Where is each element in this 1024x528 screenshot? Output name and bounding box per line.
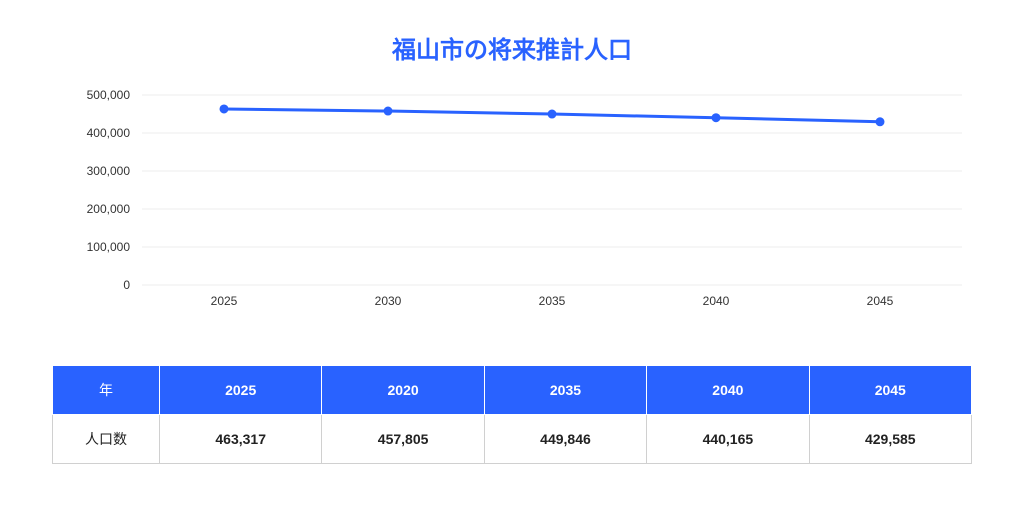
svg-text:500,000: 500,000 <box>87 88 131 102</box>
table-cell: 429,585 <box>809 415 971 464</box>
table-cell: 440,165 <box>647 415 809 464</box>
table-row: 人口数 463,317 457,805 449,846 440,165 429,… <box>53 415 972 464</box>
svg-text:300,000: 300,000 <box>87 164 131 178</box>
svg-text:400,000: 400,000 <box>87 126 131 140</box>
table-cell: 457,805 <box>322 415 484 464</box>
svg-text:100,000: 100,000 <box>87 240 131 254</box>
table-header-cell: 2040 <box>647 366 809 415</box>
svg-text:2025: 2025 <box>211 294 238 308</box>
table-row-label: 人口数 <box>53 415 160 464</box>
svg-text:2040: 2040 <box>703 294 730 308</box>
line-chart: 0 100,000 200,000 300,000 400,000 500,000 2025… <box>52 85 972 325</box>
chart-svg: 0 100,000 200,000 300,000 400,000 500,000 2025… <box>52 85 972 315</box>
svg-text:2030: 2030 <box>375 294 402 308</box>
table-cell: 449,846 <box>484 415 646 464</box>
table-header-cell: 2035 <box>484 366 646 415</box>
table-header-row: 年 2025 2020 2035 2040 2045 <box>53 366 972 415</box>
svg-text:2045: 2045 <box>867 294 894 308</box>
chart-title: 福山市の将来推計人口 <box>50 30 974 65</box>
svg-text:2035: 2035 <box>539 294 566 308</box>
svg-text:200,000: 200,000 <box>87 202 131 216</box>
table-header-cell: 2025 <box>160 366 322 415</box>
table-header-cell: 2045 <box>809 366 971 415</box>
table-cell: 463,317 <box>160 415 322 464</box>
table-header-year: 年 <box>53 366 160 415</box>
table-header-cell: 2020 <box>322 366 484 415</box>
svg-text:0: 0 <box>123 278 130 292</box>
data-table: 年 2025 2020 2035 2040 2045 人口数 463,317 4… <box>52 365 972 464</box>
